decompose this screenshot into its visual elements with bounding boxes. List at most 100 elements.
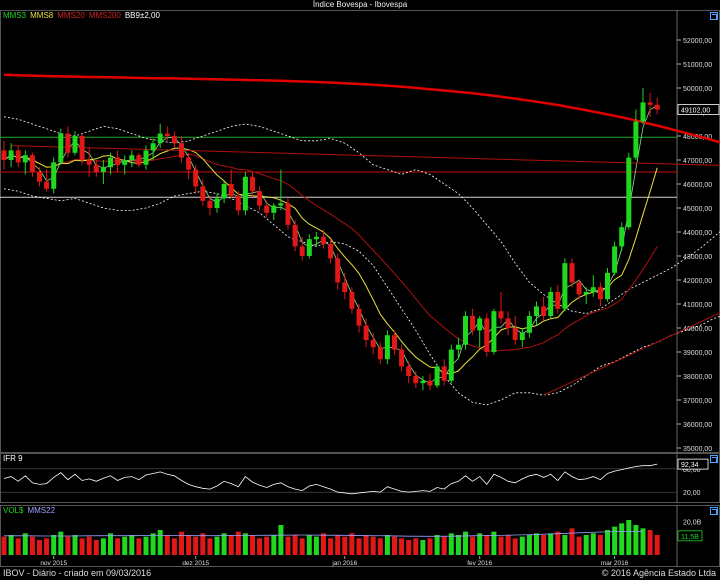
candle-body xyxy=(179,143,184,158)
y-tick-label: 43000,00 xyxy=(683,254,712,261)
volume-bar xyxy=(477,533,483,555)
volume-bar xyxy=(171,538,177,555)
volume-bar xyxy=(122,536,128,555)
candle-body xyxy=(193,169,199,187)
candle-body xyxy=(278,203,284,206)
volume-bar xyxy=(363,535,369,555)
candle-body xyxy=(626,157,632,228)
candle-body xyxy=(441,366,447,381)
volume-bar xyxy=(484,535,490,555)
volume-bar xyxy=(335,535,341,555)
volume-bar xyxy=(441,536,447,555)
volume-bar xyxy=(242,533,248,555)
volume-bar xyxy=(250,535,255,555)
candle-body xyxy=(569,263,575,283)
candle-body xyxy=(406,366,412,376)
candle-body xyxy=(505,318,511,328)
candle-body xyxy=(420,380,426,384)
candle-body xyxy=(51,162,57,189)
candle-body xyxy=(150,143,156,151)
candle-body xyxy=(143,150,149,165)
candle-body xyxy=(115,157,121,165)
trendline xyxy=(11,145,720,166)
trendline xyxy=(543,312,720,396)
candle-body xyxy=(519,332,525,340)
y-tick-label: 44000,00 xyxy=(683,230,712,237)
volume-bar xyxy=(100,538,106,555)
legend-item: MMS200 xyxy=(88,11,121,20)
volume-bar xyxy=(569,528,575,555)
volume-bar xyxy=(647,530,653,555)
candle-body xyxy=(562,263,568,309)
volume-bar xyxy=(406,540,412,555)
legend-item: MMS3 xyxy=(3,11,27,20)
candle-body xyxy=(235,196,241,211)
volume-bar xyxy=(72,535,78,555)
y-tick-label: 39000,00 xyxy=(683,350,712,357)
volume-bar xyxy=(626,520,632,555)
candle-body xyxy=(37,172,42,182)
candle-body xyxy=(285,203,291,225)
volume-bar xyxy=(413,538,419,555)
candle-body xyxy=(491,311,497,352)
volume-bar xyxy=(448,533,454,555)
candle-body xyxy=(313,236,319,240)
candle-body xyxy=(214,198,220,208)
volume-bar xyxy=(619,523,625,555)
expand-main-icon[interactable] xyxy=(710,12,718,20)
volume-bar xyxy=(498,536,504,555)
candle-body xyxy=(15,150,21,163)
volume-tick-label: 20,0B xyxy=(683,520,702,527)
candle-body xyxy=(349,292,355,309)
volume-bar xyxy=(108,533,113,555)
volume-bar xyxy=(519,536,525,555)
candle-body xyxy=(8,150,14,160)
candle-body xyxy=(633,121,639,158)
volume-bar xyxy=(526,535,532,555)
footer: IBOV - Diário - criado em 09/03/2016 © 2… xyxy=(0,567,720,580)
candle-body xyxy=(484,318,490,352)
candle-body xyxy=(455,344,461,350)
volume-bar xyxy=(51,535,57,555)
candle-body xyxy=(363,325,369,340)
volume-chart: 20,0B 11,5B nov 2015 dez 2015 jan 2016 fev 20… xyxy=(0,505,720,567)
volume-bar xyxy=(321,533,326,555)
candle-body xyxy=(242,176,248,211)
bollinger-upper-band xyxy=(3,116,720,315)
candle-body xyxy=(555,292,561,309)
candle-body xyxy=(356,308,362,326)
candle-body xyxy=(619,227,625,247)
y-tick-label: 45000,00 xyxy=(683,206,712,213)
legend-item: MMS22 xyxy=(27,506,56,515)
candle-body xyxy=(597,287,603,300)
volume-bar xyxy=(179,531,184,555)
volume-bar xyxy=(455,535,461,555)
candle-body xyxy=(548,292,554,316)
volume-bar xyxy=(22,533,28,555)
x-tick-label: nov 2015 xyxy=(40,560,67,567)
y-tick-label: 35000,00 xyxy=(683,446,712,453)
x-tick-label: jan 2016 xyxy=(331,560,357,567)
volume-bar xyxy=(292,535,298,555)
volume-bar xyxy=(8,535,14,555)
candle-body xyxy=(470,316,476,331)
expand-volume-icon[interactable] xyxy=(710,507,718,515)
candle-body xyxy=(392,335,397,350)
footer-info: IBOV - Diário - criado em 09/03/2016 xyxy=(3,568,152,578)
volume-bar xyxy=(555,531,561,555)
volume-bar xyxy=(37,540,42,555)
candle-body xyxy=(100,167,106,172)
candle-body xyxy=(264,205,270,213)
legend-item: BB9±2,00 xyxy=(124,11,160,20)
expand-ifr-icon[interactable] xyxy=(710,455,718,463)
volume-bar xyxy=(590,533,596,555)
candle-body xyxy=(654,104,660,110)
y-tick-label: 47000,00 xyxy=(683,158,712,165)
candle-body xyxy=(328,244,334,259)
y-tick-label: 41000,00 xyxy=(683,302,712,309)
ifr-last-label: 92,34 xyxy=(681,462,699,469)
volume-bar xyxy=(93,540,99,555)
chart-title: Índice Bovespa - Ibovespa xyxy=(312,0,408,9)
volume-bar xyxy=(470,536,476,555)
